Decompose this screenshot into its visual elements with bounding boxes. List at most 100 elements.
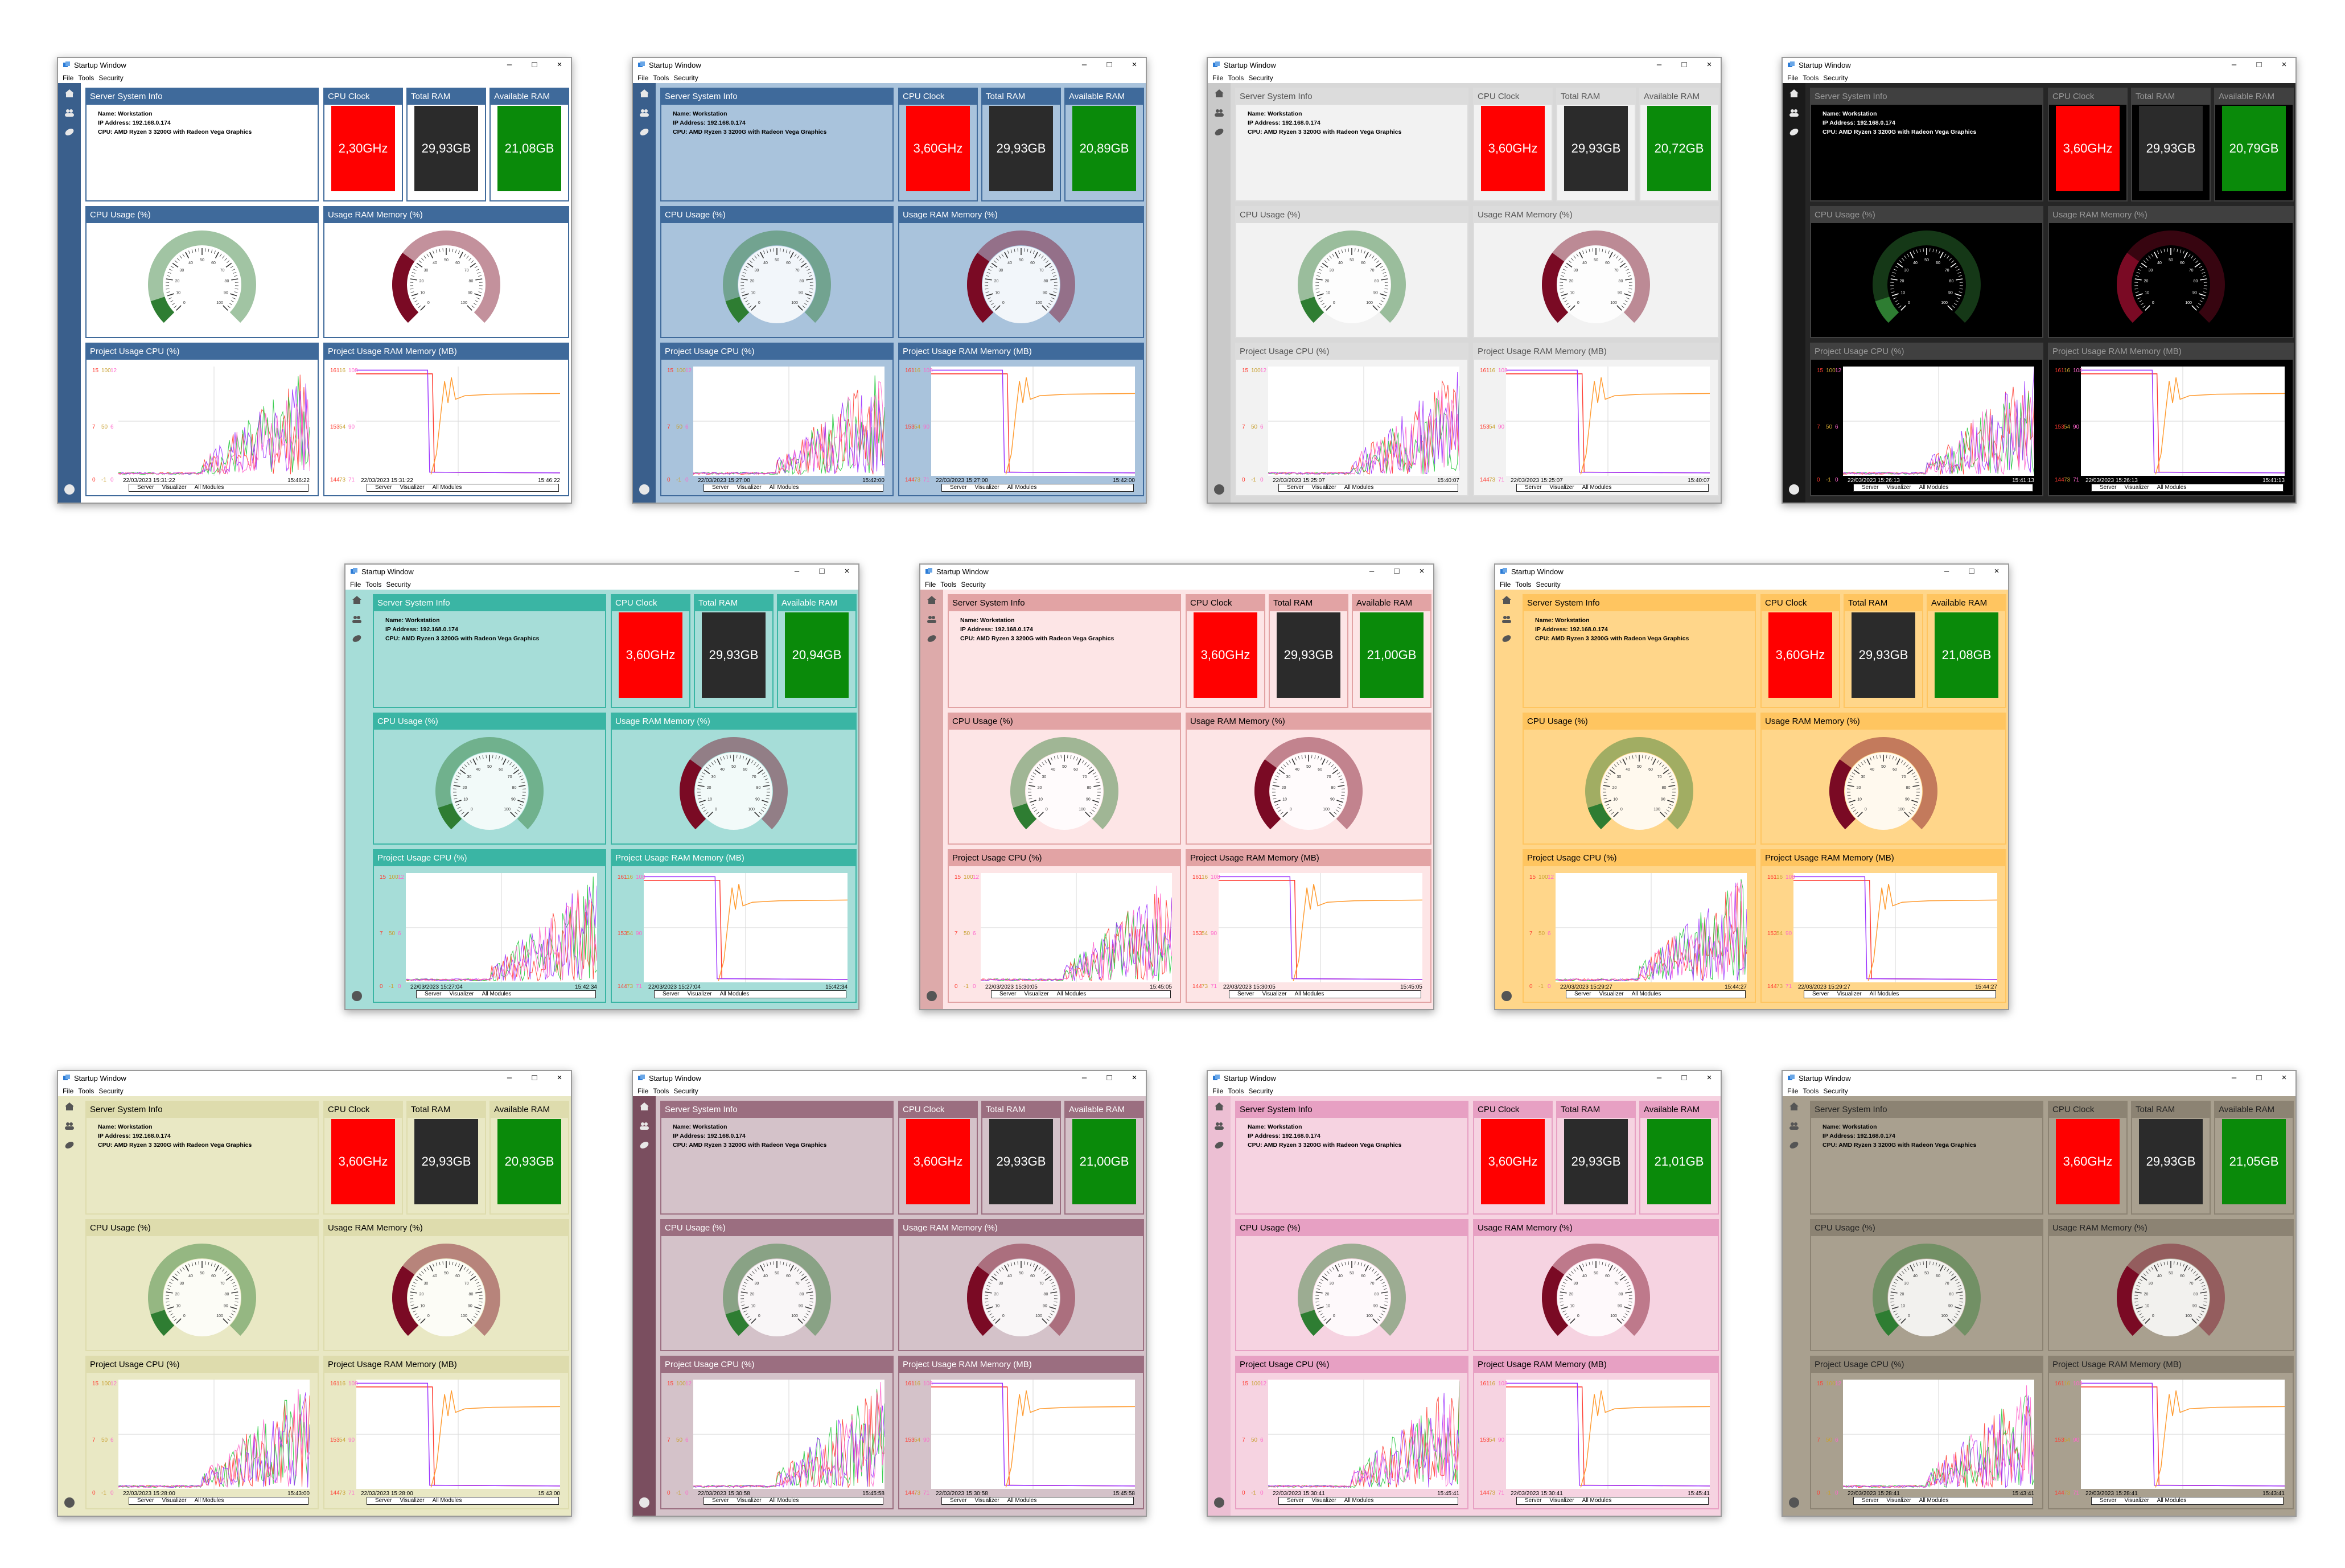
key-icon[interactable] xyxy=(64,1139,75,1151)
close-button[interactable]: × xyxy=(1419,566,1425,576)
key-icon[interactable] xyxy=(1788,126,1800,138)
key-icon[interactable] xyxy=(1213,1139,1225,1151)
home-icon[interactable] xyxy=(639,1101,650,1112)
menu-file[interactable]: File xyxy=(63,1087,74,1095)
menu-file[interactable]: File xyxy=(1500,581,1511,588)
users-icon[interactable] xyxy=(926,614,937,625)
maximize-button[interactable]: □ xyxy=(819,566,825,576)
key-icon[interactable] xyxy=(64,126,75,138)
menu-file[interactable]: File xyxy=(1787,1087,1799,1095)
menu-file[interactable]: File xyxy=(925,581,936,588)
minimize-button[interactable]: – xyxy=(1944,566,1949,576)
menu-security[interactable]: Security xyxy=(1823,74,1848,82)
close-button[interactable]: × xyxy=(1132,60,1137,69)
power-icon[interactable] xyxy=(927,991,937,1001)
home-icon[interactable] xyxy=(351,594,363,606)
key-icon[interactable] xyxy=(1788,1139,1800,1151)
power-icon[interactable] xyxy=(64,1497,75,1508)
menu-tools[interactable]: Tools xyxy=(1803,74,1819,82)
power-icon[interactable] xyxy=(1501,991,1512,1001)
menu-security[interactable]: Security xyxy=(673,1087,698,1095)
key-icon[interactable] xyxy=(1213,126,1225,138)
users-icon[interactable] xyxy=(64,1120,75,1131)
minimize-button[interactable]: – xyxy=(1656,60,1662,69)
minimize-button[interactable]: – xyxy=(794,566,800,576)
minimize-button[interactable]: – xyxy=(507,1073,512,1083)
power-icon[interactable] xyxy=(352,991,362,1001)
maximize-button[interactable]: □ xyxy=(532,60,537,69)
key-icon[interactable] xyxy=(639,1139,650,1151)
menu-tools[interactable]: Tools xyxy=(1228,1087,1244,1095)
close-button[interactable]: × xyxy=(557,1073,562,1083)
key-icon[interactable] xyxy=(1501,633,1512,644)
menu-tools[interactable]: Tools xyxy=(1803,1087,1819,1095)
key-icon[interactable] xyxy=(926,633,937,644)
maximize-button[interactable]: □ xyxy=(1106,60,1112,69)
close-button[interactable]: × xyxy=(1706,60,1712,69)
menu-security[interactable]: Security xyxy=(1536,581,1561,588)
key-icon[interactable] xyxy=(639,126,650,138)
close-button[interactable]: × xyxy=(1994,566,2000,576)
close-button[interactable]: × xyxy=(557,60,562,69)
maximize-button[interactable]: □ xyxy=(1681,60,1687,69)
minimize-button[interactable]: – xyxy=(1081,60,1087,69)
minimize-button[interactable]: – xyxy=(507,60,512,69)
users-icon[interactable] xyxy=(639,107,650,118)
power-icon[interactable] xyxy=(64,484,75,495)
menu-security[interactable]: Security xyxy=(98,1087,124,1095)
menu-file[interactable]: File xyxy=(1212,1087,1224,1095)
users-icon[interactable] xyxy=(1213,107,1225,118)
power-icon[interactable] xyxy=(1214,1497,1224,1508)
menu-tools[interactable]: Tools xyxy=(653,74,669,82)
menu-file[interactable]: File xyxy=(63,74,74,82)
power-icon[interactable] xyxy=(1214,484,1224,495)
menu-tools[interactable]: Tools xyxy=(365,581,382,588)
minimize-button[interactable]: – xyxy=(2231,1073,2237,1083)
home-icon[interactable] xyxy=(1788,88,1800,99)
close-button[interactable]: × xyxy=(2281,60,2287,69)
home-icon[interactable] xyxy=(1213,88,1225,99)
menu-file[interactable]: File xyxy=(350,581,361,588)
maximize-button[interactable]: □ xyxy=(532,1073,537,1083)
menu-tools[interactable]: Tools xyxy=(940,581,957,588)
close-button[interactable]: × xyxy=(844,566,850,576)
maximize-button[interactable]: □ xyxy=(1394,566,1400,576)
users-icon[interactable] xyxy=(1788,107,1800,118)
home-icon[interactable] xyxy=(64,88,75,99)
minimize-button[interactable]: – xyxy=(1656,1073,1662,1083)
menu-tools[interactable]: Tools xyxy=(653,1087,669,1095)
minimize-button[interactable]: – xyxy=(1369,566,1375,576)
menu-security[interactable]: Security xyxy=(1823,1087,1848,1095)
home-icon[interactable] xyxy=(639,88,650,99)
home-icon[interactable] xyxy=(64,1101,75,1112)
close-button[interactable]: × xyxy=(1132,1073,1137,1083)
power-icon[interactable] xyxy=(1789,484,1799,495)
maximize-button[interactable]: □ xyxy=(1106,1073,1112,1083)
home-icon[interactable] xyxy=(1788,1101,1800,1112)
users-icon[interactable] xyxy=(64,107,75,118)
minimize-button[interactable]: – xyxy=(2231,60,2237,69)
maximize-button[interactable]: □ xyxy=(2256,1073,2262,1083)
maximize-button[interactable]: □ xyxy=(1969,566,1974,576)
menu-file[interactable]: File xyxy=(637,1087,649,1095)
users-icon[interactable] xyxy=(1213,1120,1225,1131)
menu-file[interactable]: File xyxy=(1212,74,1224,82)
menu-tools[interactable]: Tools xyxy=(1228,74,1244,82)
users-icon[interactable] xyxy=(351,614,363,625)
menu-file[interactable]: File xyxy=(1787,74,1799,82)
menu-tools[interactable]: Tools xyxy=(78,74,94,82)
home-icon[interactable] xyxy=(1213,1101,1225,1112)
menu-tools[interactable]: Tools xyxy=(78,1087,94,1095)
home-icon[interactable] xyxy=(1501,594,1512,606)
close-button[interactable]: × xyxy=(2281,1073,2287,1083)
home-icon[interactable] xyxy=(926,594,937,606)
menu-file[interactable]: File xyxy=(637,74,649,82)
close-button[interactable]: × xyxy=(1706,1073,1712,1083)
users-icon[interactable] xyxy=(1788,1120,1800,1131)
maximize-button[interactable]: □ xyxy=(2256,60,2262,69)
minimize-button[interactable]: – xyxy=(1081,1073,1087,1083)
menu-security[interactable]: Security xyxy=(961,581,986,588)
power-icon[interactable] xyxy=(639,484,649,495)
key-icon[interactable] xyxy=(351,633,363,644)
menu-security[interactable]: Security xyxy=(1248,74,1273,82)
